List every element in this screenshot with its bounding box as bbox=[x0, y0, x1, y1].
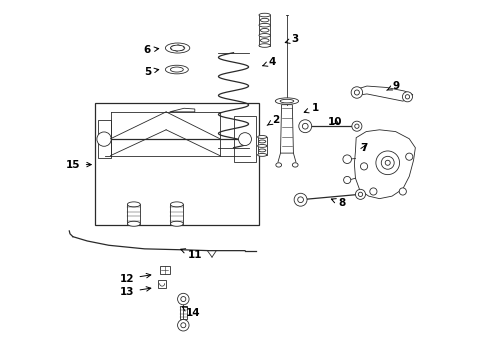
Circle shape bbox=[177, 293, 189, 305]
Polygon shape bbox=[171, 204, 183, 224]
Circle shape bbox=[181, 297, 186, 302]
Circle shape bbox=[354, 90, 359, 95]
Circle shape bbox=[406, 153, 413, 160]
Circle shape bbox=[351, 87, 363, 98]
Text: 6: 6 bbox=[144, 45, 159, 55]
Ellipse shape bbox=[280, 99, 294, 103]
Ellipse shape bbox=[258, 153, 267, 156]
Text: 5: 5 bbox=[144, 67, 159, 77]
Text: 2: 2 bbox=[267, 115, 279, 125]
Circle shape bbox=[361, 163, 368, 170]
Ellipse shape bbox=[171, 202, 183, 207]
Ellipse shape bbox=[259, 140, 266, 143]
Polygon shape bbox=[98, 120, 111, 158]
Ellipse shape bbox=[258, 135, 267, 138]
Ellipse shape bbox=[260, 39, 269, 42]
Circle shape bbox=[355, 189, 366, 199]
Circle shape bbox=[298, 197, 303, 203]
Ellipse shape bbox=[259, 23, 270, 27]
Ellipse shape bbox=[127, 221, 140, 226]
Circle shape bbox=[399, 188, 406, 195]
Polygon shape bbox=[354, 130, 416, 199]
Text: 7: 7 bbox=[360, 143, 367, 153]
Circle shape bbox=[343, 176, 351, 184]
Ellipse shape bbox=[259, 33, 270, 37]
Ellipse shape bbox=[260, 18, 269, 22]
Text: 10: 10 bbox=[328, 117, 343, 127]
Text: 8: 8 bbox=[331, 198, 345, 208]
Bar bbox=[95, 103, 259, 225]
Text: 13: 13 bbox=[120, 287, 151, 297]
Polygon shape bbox=[180, 306, 187, 319]
Circle shape bbox=[352, 121, 362, 131]
Ellipse shape bbox=[258, 144, 267, 147]
Ellipse shape bbox=[166, 65, 188, 74]
Circle shape bbox=[302, 123, 308, 129]
Polygon shape bbox=[280, 105, 294, 153]
Circle shape bbox=[294, 193, 307, 206]
Circle shape bbox=[355, 124, 359, 129]
Ellipse shape bbox=[171, 45, 185, 51]
Text: 4: 4 bbox=[263, 57, 276, 67]
Polygon shape bbox=[160, 266, 170, 274]
Circle shape bbox=[239, 133, 251, 145]
Polygon shape bbox=[355, 86, 413, 101]
Polygon shape bbox=[158, 280, 166, 288]
Ellipse shape bbox=[259, 149, 266, 152]
Polygon shape bbox=[259, 15, 270, 45]
Ellipse shape bbox=[171, 221, 183, 226]
Ellipse shape bbox=[276, 163, 282, 167]
Ellipse shape bbox=[260, 28, 269, 32]
Text: 9: 9 bbox=[387, 81, 399, 91]
Ellipse shape bbox=[127, 202, 140, 207]
Text: 1: 1 bbox=[304, 103, 319, 113]
Ellipse shape bbox=[293, 163, 298, 167]
Circle shape bbox=[385, 160, 390, 165]
Ellipse shape bbox=[171, 67, 183, 72]
Text: 12: 12 bbox=[120, 273, 151, 284]
Ellipse shape bbox=[259, 44, 270, 47]
Text: 15: 15 bbox=[66, 159, 91, 170]
Text: 3: 3 bbox=[285, 35, 299, 44]
Circle shape bbox=[343, 155, 351, 163]
Ellipse shape bbox=[166, 43, 190, 53]
Text: 11: 11 bbox=[181, 249, 202, 260]
Circle shape bbox=[381, 156, 394, 169]
Polygon shape bbox=[127, 204, 140, 224]
Ellipse shape bbox=[259, 13, 270, 17]
Circle shape bbox=[370, 188, 377, 195]
Circle shape bbox=[97, 132, 111, 146]
Circle shape bbox=[402, 92, 413, 102]
Circle shape bbox=[376, 151, 399, 175]
Circle shape bbox=[358, 192, 363, 197]
Polygon shape bbox=[234, 116, 256, 162]
Polygon shape bbox=[258, 137, 267, 155]
Circle shape bbox=[181, 323, 186, 328]
Circle shape bbox=[299, 120, 312, 133]
Circle shape bbox=[405, 95, 410, 99]
Polygon shape bbox=[170, 108, 195, 112]
Text: 14: 14 bbox=[182, 307, 200, 318]
Ellipse shape bbox=[275, 98, 298, 104]
Circle shape bbox=[177, 319, 189, 331]
